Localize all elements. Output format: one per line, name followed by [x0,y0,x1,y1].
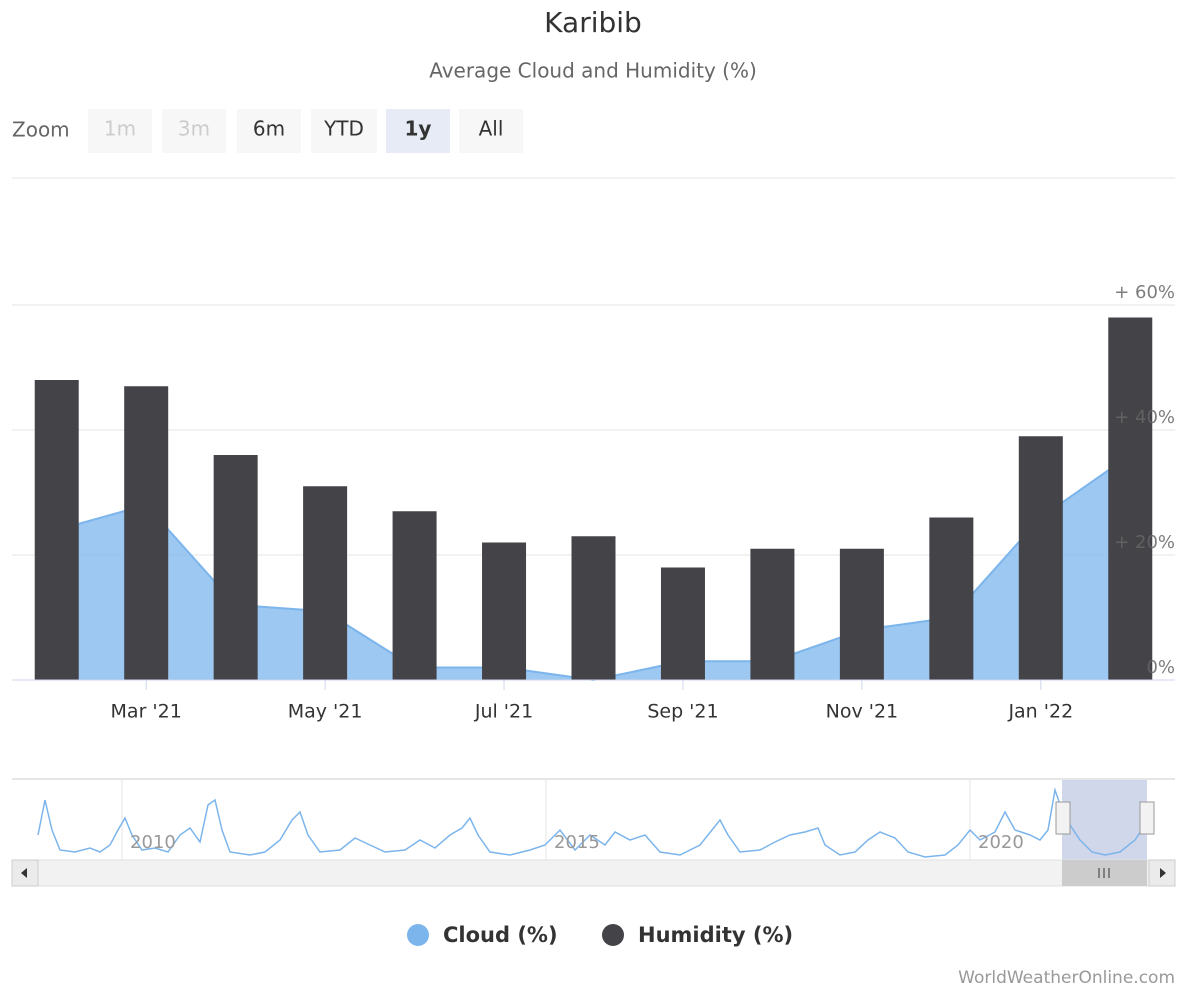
zoom-button-label: 1m [104,117,136,141]
legend: Cloud (%) Humidity (%) [407,923,793,947]
bar [660,567,705,680]
chart-title: Karibib [544,6,642,39]
bar [303,486,348,680]
x-tick-label: Sep '21 [647,701,718,723]
plot-area: 0% + 20% + 40% + 60% Mar '21 May '21 Jul '21 Se… [12,282,1175,723]
x-tick-label: May '21 [288,701,363,723]
bar [213,455,258,680]
navigator-label: 2020 [978,832,1024,853]
bar [392,511,437,680]
zoom-button-label: 6m [253,117,285,141]
x-tick-label: Mar '21 [111,701,182,723]
zoom-button-label: All [479,117,504,141]
zoom-button-label: 1y [405,117,432,141]
chart-subtitle: Average Cloud and Humidity (%) [429,59,757,83]
zoom-button[interactable] [459,109,523,153]
navigator-series [37,787,1146,858]
legend-marker[interactable] [602,924,624,946]
zoom-button [162,109,226,153]
bar [1108,317,1153,680]
zoom-label: Zoom [12,118,70,142]
range-selector: 1m 3m 6m YTD 1y All [88,109,523,153]
y-tick-label: + 20% [1114,532,1175,553]
zoom-button[interactable] [311,109,377,153]
bar [571,536,616,680]
zoom-button-label: 3m [178,117,210,141]
credits: WorldWeatherOnline.com [958,968,1175,987]
navigator-handle[interactable] [1055,801,1071,835]
navigator-handle[interactable] [1139,801,1155,835]
y-tick-label: + 40% [1114,407,1175,428]
bar [839,548,884,680]
y-tick-label: + 60% [1114,282,1175,303]
x-tick-label: Jul '21 [474,701,533,723]
legend-label[interactable]: Cloud (%) [443,923,558,947]
legend-label[interactable]: Humidity (%) [638,923,793,947]
zoom-button[interactable] [237,109,301,153]
scrollbar-grip [1098,868,1110,878]
y-tick-label: 0% [1146,657,1175,678]
navigator [12,780,1175,860]
scrollbar-arrow [1160,868,1166,878]
scrollbar-arrow [21,868,27,878]
navigator-selection[interactable] [1062,780,1147,860]
legend-marker[interactable] [407,924,429,946]
zoom-button [88,109,152,153]
bar [1018,436,1063,680]
zoom-button[interactable] [386,109,450,153]
zoom-button-label: YTD [323,117,364,141]
navigator-label: 2015 [554,832,600,853]
bar [750,548,795,680]
scrollbar-track[interactable] [11,859,1176,887]
navigator-label: 2010 [130,832,176,853]
x-tick-label: Nov '21 [826,701,899,723]
x-tick-label: Jan '22 [1007,701,1073,723]
bar [34,380,79,680]
bar [124,386,169,680]
bar [929,517,974,680]
bar [482,542,527,680]
